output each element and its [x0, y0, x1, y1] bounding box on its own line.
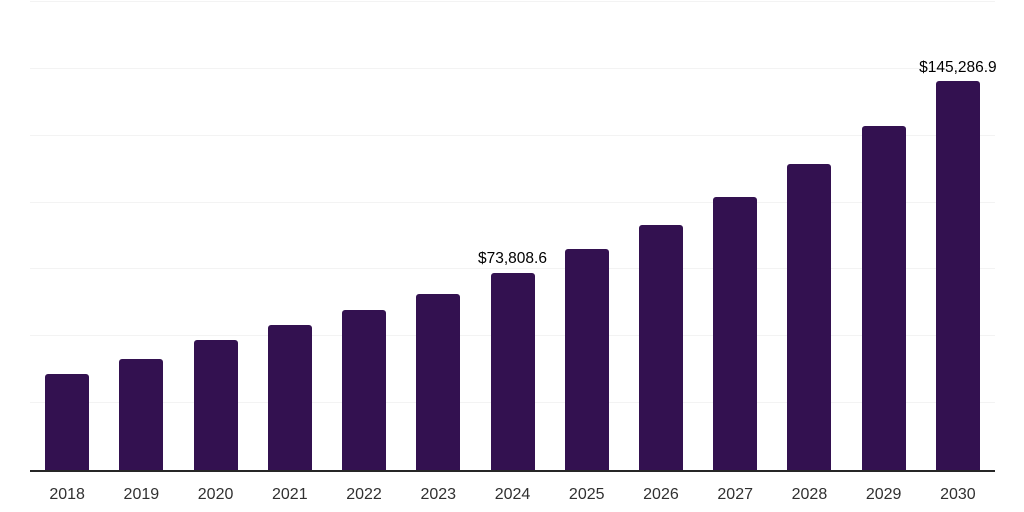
x-tick-label-2022: 2022: [346, 486, 382, 503]
x-tick-label-2026: 2026: [643, 486, 679, 503]
x-tick-label-2025: 2025: [568, 486, 605, 503]
bar-2025: [564, 249, 609, 470]
gridline-75000: [30, 268, 995, 270]
bar-2024: [490, 272, 535, 470]
x-tick-label-2020: 2020: [197, 486, 234, 503]
bar-2029: [861, 125, 906, 470]
gridline-175000: [30, 1, 995, 2]
x-tick-label-2021: 2021: [272, 486, 308, 503]
bar-2020: [193, 340, 238, 470]
bar-2019: [119, 358, 164, 470]
gridline-100000: [30, 201, 995, 203]
x-tick-label-2030: 2030: [940, 486, 976, 503]
x-tick-label-2018: 2018: [49, 486, 85, 503]
x-tick-label-2019: 2019: [123, 486, 160, 503]
x-axis-line: [30, 470, 995, 472]
gridline-125000: [30, 134, 995, 136]
bar-2018: [45, 373, 90, 470]
x-tick-label-2024: 2024: [494, 486, 531, 503]
bar-2030: [935, 81, 980, 470]
bar-2027: [713, 197, 758, 470]
x-tick-label-2027: 2027: [717, 486, 753, 503]
plot-area: $73,808.6 $145,286.9: [30, 1, 997, 472]
bar-2023: [416, 293, 461, 470]
data-label-2030: $145,286.9: [919, 58, 997, 76]
x-axis-tick-labels: 2018 2019 2020 2021 2022 2023 2024 2025 2026 2027…: [30, 484, 995, 506]
bar-2022: [342, 310, 387, 470]
bar-2021: [267, 324, 312, 470]
x-tick-label-2028: 2028: [791, 486, 828, 503]
gridline-150000: [30, 67, 995, 69]
bar-2026: [638, 224, 683, 470]
x-tick-label-2029: 2029: [865, 486, 902, 503]
bar-2028: [787, 164, 832, 470]
x-tick-label-2023: 2023: [420, 486, 457, 503]
data-label-2024: $73,808.6: [478, 250, 547, 268]
